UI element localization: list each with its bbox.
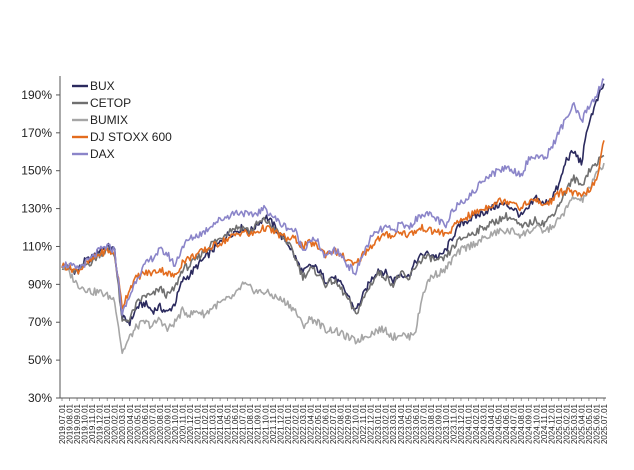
x-tick-label: 2020.04.01 <box>126 403 135 444</box>
series-line-bumix <box>61 162 605 355</box>
x-tick-label: 2025.07.01 <box>600 403 609 444</box>
x-tick-label: 2021.08.01 <box>246 403 255 444</box>
x-tick-label: 2020.03.01 <box>118 403 127 444</box>
x-tick-label: 2024.02.01 <box>472 403 481 444</box>
x-tick-label: 2021.03.01 <box>209 403 218 444</box>
x-tick-label: 2023.01.01 <box>374 403 383 444</box>
x-tick-label: 2019.12.01 <box>96 403 105 444</box>
x-tick-label: 2020.12.01 <box>186 403 195 444</box>
x-tick-label: 2024.03.01 <box>480 403 489 444</box>
x-tick-label: 2022.12.01 <box>367 403 376 444</box>
x-tick-label: 2025.04.01 <box>577 403 586 444</box>
x-tick-label: 2022.05.01 <box>314 403 323 444</box>
x-tick-label: 2023.06.01 <box>412 403 421 444</box>
x-tick-label: 2025.05.01 <box>585 403 594 444</box>
x-tick-label: 2023.08.01 <box>427 403 436 444</box>
legend-label: DJ STOXX 600 <box>90 130 172 144</box>
legend-label: BUMIX <box>90 113 128 127</box>
x-tick-label: 2024.07.01 <box>510 403 519 444</box>
x-tick-label: 2022.10.01 <box>352 403 361 444</box>
x-tick-label: 2025.06.01 <box>592 403 601 444</box>
x-tick-label: 2019.11.01 <box>88 403 97 443</box>
x-tick-label: 2024.04.01 <box>487 403 496 444</box>
series-line-dax <box>61 78 605 316</box>
y-tick-label: 190% <box>21 88 52 102</box>
x-tick-label: 2024.10.01 <box>532 403 541 444</box>
x-tick-label: 2020.01.01 <box>103 403 112 444</box>
legend-label: CETOP <box>90 96 131 110</box>
y-tick-label: 150% <box>21 164 52 178</box>
y-tick-label: 170% <box>21 126 52 140</box>
x-tick-label: 2024.08.01 <box>517 403 526 444</box>
x-tick-label: 2025.01.01 <box>555 403 564 444</box>
legend: BUX CETOP BUMIX DJ STOXX 600 DAX <box>72 79 172 161</box>
y-tick-label: 90% <box>28 277 52 291</box>
x-tick-label: 2021.01.01 <box>194 403 203 444</box>
x-tick-label: 2020.09.01 <box>163 403 172 444</box>
x-tick-label: 2024.12.01 <box>547 403 556 444</box>
x-tick-label: 2020.02.01 <box>111 403 120 444</box>
y-tick-label: 50% <box>28 353 52 367</box>
x-tick-label: 2021.06.01 <box>231 403 240 444</box>
y-tick-label: 130% <box>21 202 52 216</box>
legend-label: BUX <box>90 79 115 93</box>
x-tick-label: 2020.11.01 <box>178 403 187 443</box>
x-tick-label: 2021.04.01 <box>216 403 225 444</box>
x-tick-label: 2023.05.01 <box>404 403 413 444</box>
x-tick-label: 2022.02.01 <box>291 403 300 444</box>
x-tick-label: 2023.11.01 <box>449 403 458 443</box>
x-tick-label: 2022.07.01 <box>329 403 338 444</box>
x-tick-label: 2021.11.01 <box>269 403 278 443</box>
x-tick-label: 2022.11.01 <box>359 403 368 443</box>
x-tick-label: 2023.09.01 <box>434 403 443 444</box>
x-tick-label: 2023.02.01 <box>382 403 391 444</box>
y-tick-label: 110% <box>22 239 52 253</box>
axes-layer: 30% 50% 70% 90% 110% 130% 150% 170% 190% 2019.07.… <box>21 76 609 444</box>
x-tick-label: 2023.07.01 <box>419 403 428 444</box>
y-tick-label: 30% <box>28 391 52 405</box>
x-tick-label: 2022.04.01 <box>306 403 315 444</box>
x-tick-label: 2019.10.01 <box>81 403 90 444</box>
x-tick-label: 2021.09.01 <box>254 403 263 444</box>
x-tick-label: 2021.10.01 <box>261 403 270 444</box>
x-tick-label: 2021.02.01 <box>201 403 210 444</box>
x-tick-label: 2020.07.01 <box>148 403 157 444</box>
legend-label: DAX <box>90 147 115 161</box>
x-tick-label: 2019.09.01 <box>73 403 82 444</box>
x-tick-label: 2021.07.01 <box>239 403 248 444</box>
x-tick-label: 2020.08.01 <box>156 403 165 444</box>
x-tick-label: 2020.10.01 <box>171 403 180 444</box>
x-tick-label: 2020.05.01 <box>133 403 142 444</box>
x-tick-label: 2025.02.01 <box>562 403 571 444</box>
x-tick-label: 2020.06.01 <box>141 403 150 444</box>
x-tick-label: 2024.06.01 <box>502 403 511 444</box>
x-tick-label: 2023.03.01 <box>389 403 398 444</box>
x-tick-label: 2021.05.01 <box>224 403 233 444</box>
x-tick-label: 2023.12.01 <box>457 403 466 444</box>
series-line-cetop <box>61 154 605 323</box>
x-tick-label: 2019.07.01 <box>58 403 67 444</box>
x-tick-label: 2024.11.01 <box>540 403 549 443</box>
series-layer <box>61 78 605 355</box>
x-tick-label: 2024.01.01 <box>465 403 474 444</box>
x-tick-label: 2024.05.01 <box>495 403 504 444</box>
x-tick-label: 2021.12.01 <box>276 403 285 444</box>
x-tick-label: 2025.03.01 <box>570 403 579 444</box>
x-tick-label: 2023.10.01 <box>442 403 451 444</box>
series-line-dj-stoxx-600 <box>61 140 605 310</box>
x-tick-label: 2022.01.01 <box>284 403 293 444</box>
x-tick-label: 2022.06.01 <box>321 403 330 444</box>
y-tick-label: 70% <box>28 315 52 329</box>
x-tick-label: 2023.04.01 <box>397 403 406 444</box>
x-tick-label: 2024.09.01 <box>525 403 534 444</box>
x-tick-label: 2022.03.01 <box>299 403 308 444</box>
series-line-bux <box>61 83 605 327</box>
x-tick-label: 2022.09.01 <box>344 403 353 444</box>
x-tick-label: 2022.08.01 <box>337 403 346 444</box>
x-tick-label: 2019.08.01 <box>66 403 75 444</box>
